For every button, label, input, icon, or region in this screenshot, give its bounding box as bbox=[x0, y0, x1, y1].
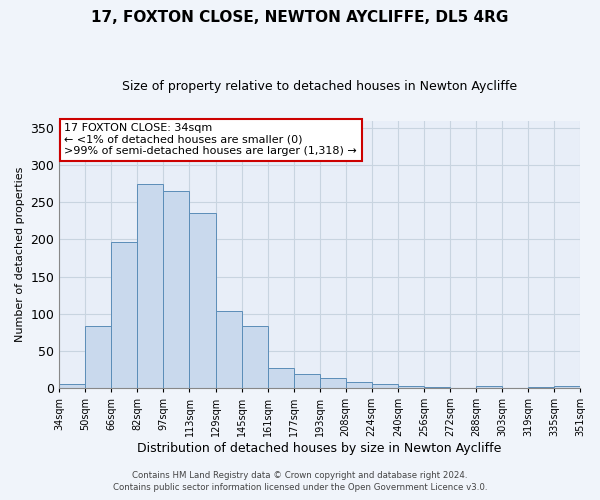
Bar bbox=[137, 184, 163, 388]
Bar bbox=[372, 384, 398, 388]
Bar bbox=[476, 386, 502, 388]
Bar bbox=[242, 326, 268, 388]
Title: Size of property relative to detached houses in Newton Aycliffe: Size of property relative to detached ho… bbox=[122, 80, 517, 93]
Text: Contains HM Land Registry data © Crown copyright and database right 2024.
Contai: Contains HM Land Registry data © Crown c… bbox=[113, 471, 487, 492]
X-axis label: Distribution of detached houses by size in Newton Aycliffe: Distribution of detached houses by size … bbox=[137, 442, 502, 455]
Bar bbox=[215, 310, 242, 388]
Bar bbox=[112, 242, 137, 388]
Bar bbox=[59, 384, 85, 388]
Bar bbox=[320, 378, 346, 388]
Bar bbox=[346, 382, 372, 388]
Text: 17, FOXTON CLOSE, NEWTON AYCLIFFE, DL5 4RG: 17, FOXTON CLOSE, NEWTON AYCLIFFE, DL5 4… bbox=[91, 10, 509, 25]
Text: 17 FOXTON CLOSE: 34sqm
← <1% of detached houses are smaller (0)
>99% of semi-det: 17 FOXTON CLOSE: 34sqm ← <1% of detached… bbox=[64, 123, 357, 156]
Bar bbox=[398, 386, 424, 388]
Bar bbox=[293, 374, 320, 388]
Bar bbox=[268, 368, 293, 388]
Bar bbox=[163, 191, 190, 388]
Bar bbox=[190, 214, 215, 388]
Y-axis label: Number of detached properties: Number of detached properties bbox=[15, 166, 25, 342]
Bar bbox=[424, 387, 450, 388]
Bar bbox=[85, 326, 112, 388]
Bar bbox=[554, 386, 580, 388]
Bar bbox=[528, 387, 554, 388]
